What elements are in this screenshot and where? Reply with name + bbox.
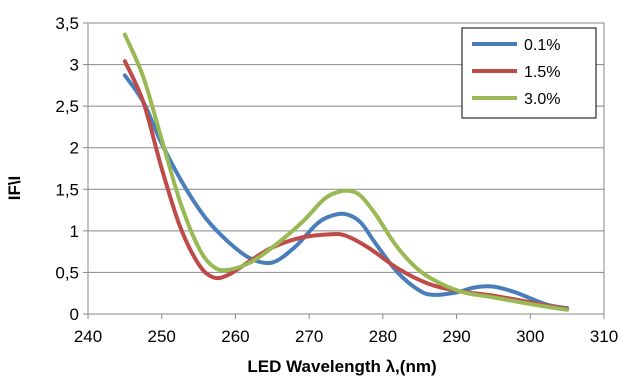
x-tick-label: 250 <box>148 327 176 346</box>
legend-label-3: 3.0% <box>524 91 560 108</box>
plot-area-frame <box>87 22 605 315</box>
y-tick-label: 3,5 <box>55 14 79 33</box>
x-tick-label: 260 <box>221 327 249 346</box>
y-axis-title: IF\I <box>5 176 24 201</box>
grid-lines <box>88 22 604 315</box>
series-line-1 <box>122 73 570 311</box>
y-tick-label: 0 <box>70 305 79 324</box>
x-tick-label: 300 <box>516 327 544 346</box>
legend-label-1: 0.1% <box>524 37 560 54</box>
y-tick-label: 1 <box>70 222 79 241</box>
x-axis-ticks: 240 250 260 270 280 290 300 310 <box>74 314 618 346</box>
x-tick-label: 310 <box>590 327 618 346</box>
y-tick-label: 1,5 <box>55 180 79 199</box>
x-tick-label: 280 <box>369 327 397 346</box>
legend-label-2: 1.5% <box>524 64 560 81</box>
y-tick-label: 3 <box>70 56 79 75</box>
y-tick-label: 0,5 <box>55 263 79 282</box>
x-tick-label: 270 <box>295 327 323 346</box>
x-tick-label: 240 <box>74 327 102 346</box>
y-tick-label: 2,5 <box>55 97 79 116</box>
series-layer <box>122 32 570 312</box>
y-tick-label: 2 <box>70 139 79 158</box>
legend: 0.1% 1.5% 3.0% <box>461 27 597 119</box>
x-axis-title: LED Wavelength λ,(nm) <box>247 357 436 376</box>
y-axis-ticks: 0 0,5 1 1,5 2 2,5 3 3,5 <box>55 14 88 324</box>
series-line-3 <box>122 32 570 312</box>
x-tick-label: 290 <box>442 327 470 346</box>
